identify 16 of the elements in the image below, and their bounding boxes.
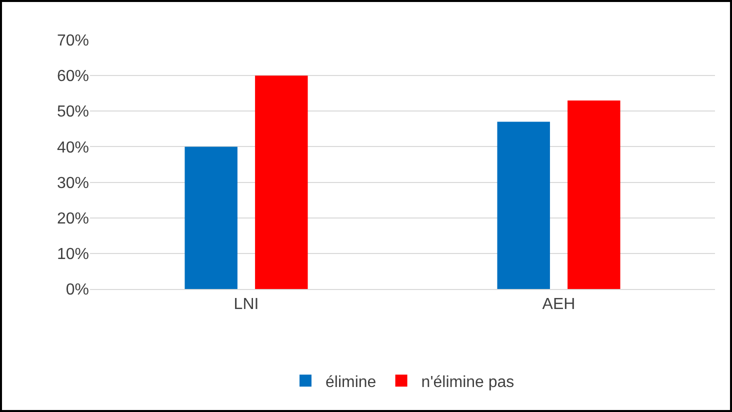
bar: [497, 122, 550, 289]
bar: [255, 76, 308, 289]
x-tick-label: AEH: [542, 296, 576, 314]
y-tick-label: 30%: [56, 174, 89, 192]
x-tick-label: LNI: [234, 296, 259, 314]
legend-label: n'élimine pas: [421, 374, 514, 391]
bar: [184, 146, 238, 289]
y-tick-label: 10%: [56, 246, 89, 264]
y-tick-label: 40%: [56, 139, 89, 156]
y-tick-label: 0%: [66, 282, 89, 299]
y-tick-label: 60%: [56, 68, 89, 86]
legend-label: élimine: [326, 374, 376, 391]
y-tick-label: 20%: [56, 210, 89, 228]
y-tick-label: 50%: [56, 104, 89, 121]
bar: [568, 100, 620, 289]
y-tick-label: 70%: [56, 32, 89, 50]
